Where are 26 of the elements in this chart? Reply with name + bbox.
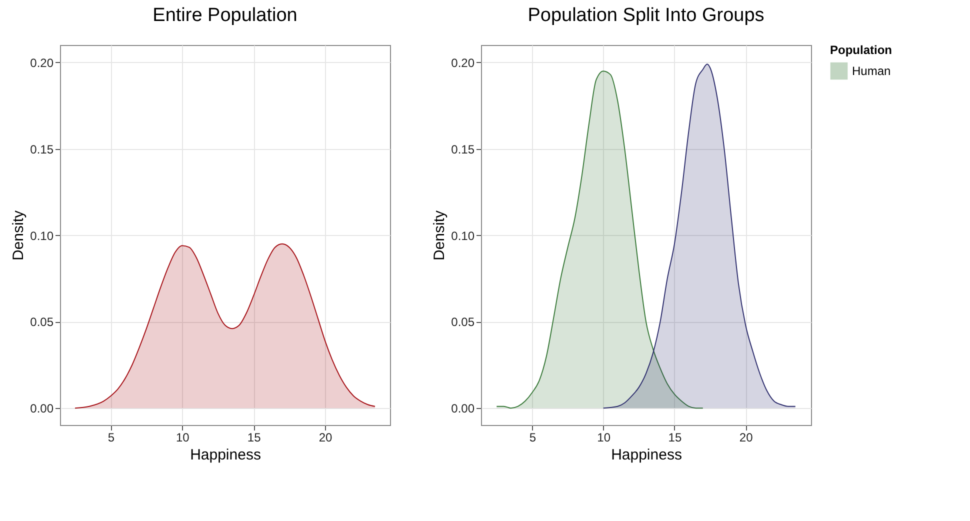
x-tick-label: 20: [739, 430, 754, 444]
legend-label: Human: [852, 64, 891, 78]
legend-title: Population: [830, 43, 892, 57]
x-tick-label: 15: [668, 430, 682, 444]
x-tick-label: 15: [247, 430, 262, 444]
y-tick-label: 0.05: [30, 315, 54, 330]
y-tick-label: 0.05: [451, 315, 475, 330]
y-tick-label: 0.15: [451, 142, 475, 156]
chart-title: Entire Population: [152, 5, 298, 26]
chart-title: Population Split Into Groups: [528, 5, 764, 26]
x-tick-label: 5: [108, 430, 115, 444]
x-tick-label: 20: [318, 430, 332, 444]
x-axis-title: Happiness: [611, 446, 682, 464]
x-axis-title: Happiness: [190, 446, 261, 464]
y-tick-label: 0.20: [30, 56, 54, 70]
x-tick-label: 10: [176, 430, 190, 444]
y-axis-title: Density: [10, 210, 28, 261]
y-tick-label: 0.00: [30, 402, 54, 416]
y-tick-label: 0.15: [30, 142, 54, 156]
x-tick-label: 10: [597, 430, 611, 444]
x-tick-label: 5: [529, 430, 536, 444]
y-axis-title: Density: [431, 210, 448, 261]
y-tick-label: 0.20: [451, 56, 475, 70]
y-tick-label: 0.10: [30, 228, 54, 243]
y-tick-label: 0.00: [451, 402, 475, 416]
y-tick-label: 0.10: [451, 228, 475, 243]
